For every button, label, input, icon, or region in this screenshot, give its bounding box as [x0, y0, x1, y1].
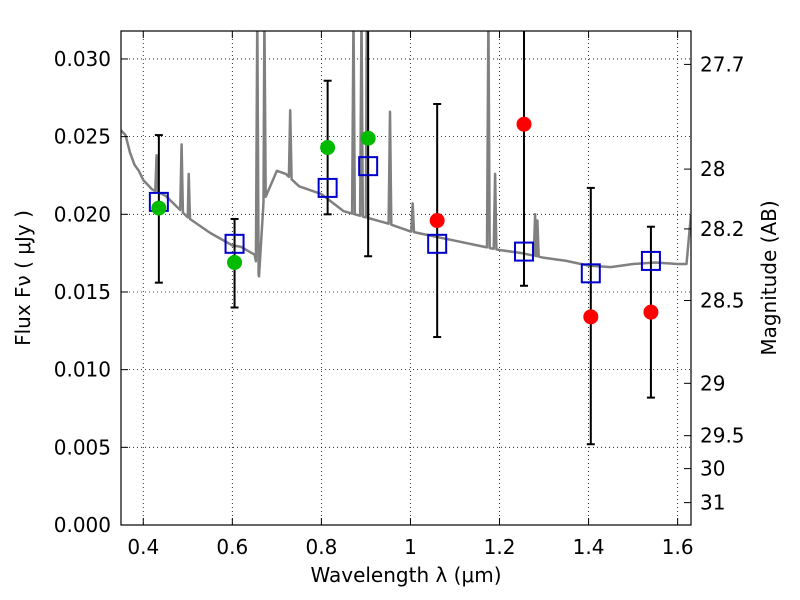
right-tick-label: 28 [700, 157, 725, 181]
x-axis-ticks: 0.4 0.6 0.8 1 1.2 1.4 1.6 [127, 31, 694, 559]
plot-background [121, 31, 691, 525]
observed-point [516, 116, 532, 132]
observed-point [360, 130, 376, 146]
right-axis-title: Magnitude (AB) [757, 200, 781, 355]
plot-frame [120, 30, 692, 526]
right-tick-label: 29.5 [700, 424, 745, 448]
x-tick-label: 1.2 [484, 535, 516, 559]
right-tick-label: 28.2 [700, 217, 745, 241]
observed-point [643, 304, 659, 320]
spectrum-layer [121, 31, 691, 278]
right-tick-label: 31 [700, 491, 725, 515]
observed-point [320, 140, 336, 156]
y-tick-label: 0.025 [54, 125, 111, 149]
model-point [514, 241, 535, 262]
x-tick-label: 0.4 [127, 535, 159, 559]
right-tick-label: 30 [700, 457, 725, 481]
y-tick-label: 0.005 [54, 435, 111, 459]
y-axis-title: Flux Fν ( μJy ) [11, 210, 35, 346]
model-point [224, 233, 245, 254]
model-spectrum-line [121, 31, 691, 278]
y-tick-label: 0.010 [54, 358, 111, 382]
y-tick-label: 0.000 [54, 513, 111, 537]
y-tick-label: 0.030 [54, 47, 111, 71]
y-tick-label: 0.020 [54, 202, 111, 226]
model-point [580, 263, 601, 284]
x-axis-title: Wavelength λ (μm) [310, 563, 501, 587]
model-point [427, 233, 448, 254]
x-tick-label: 1.6 [662, 535, 694, 559]
model-point [358, 156, 379, 177]
x-tick-label: 1 [404, 535, 417, 559]
x-tick-label: 1.4 [573, 535, 605, 559]
y-tick-label: 0.015 [54, 280, 111, 304]
right-tick-label: 28.5 [700, 289, 745, 313]
right-axis-ticks: 27.7 28 28.2 28.5 29 29.5 30 31 [684, 52, 745, 515]
right-tick-label: 27.7 [700, 52, 745, 76]
observed-point [227, 254, 243, 270]
model-point [640, 250, 661, 271]
model-point [317, 177, 338, 198]
y-axis-ticks: 0.000 0.005 0.010 0.015 0.020 0.025 0.030 [54, 47, 128, 537]
observed-marker-layer [151, 116, 659, 325]
right-tick-label: 29 [700, 371, 725, 395]
x-tick-label: 0.6 [216, 535, 248, 559]
observed-point [583, 309, 599, 325]
observed-point [151, 200, 167, 216]
observed-point [429, 213, 445, 229]
x-tick-label: 0.8 [305, 535, 337, 559]
